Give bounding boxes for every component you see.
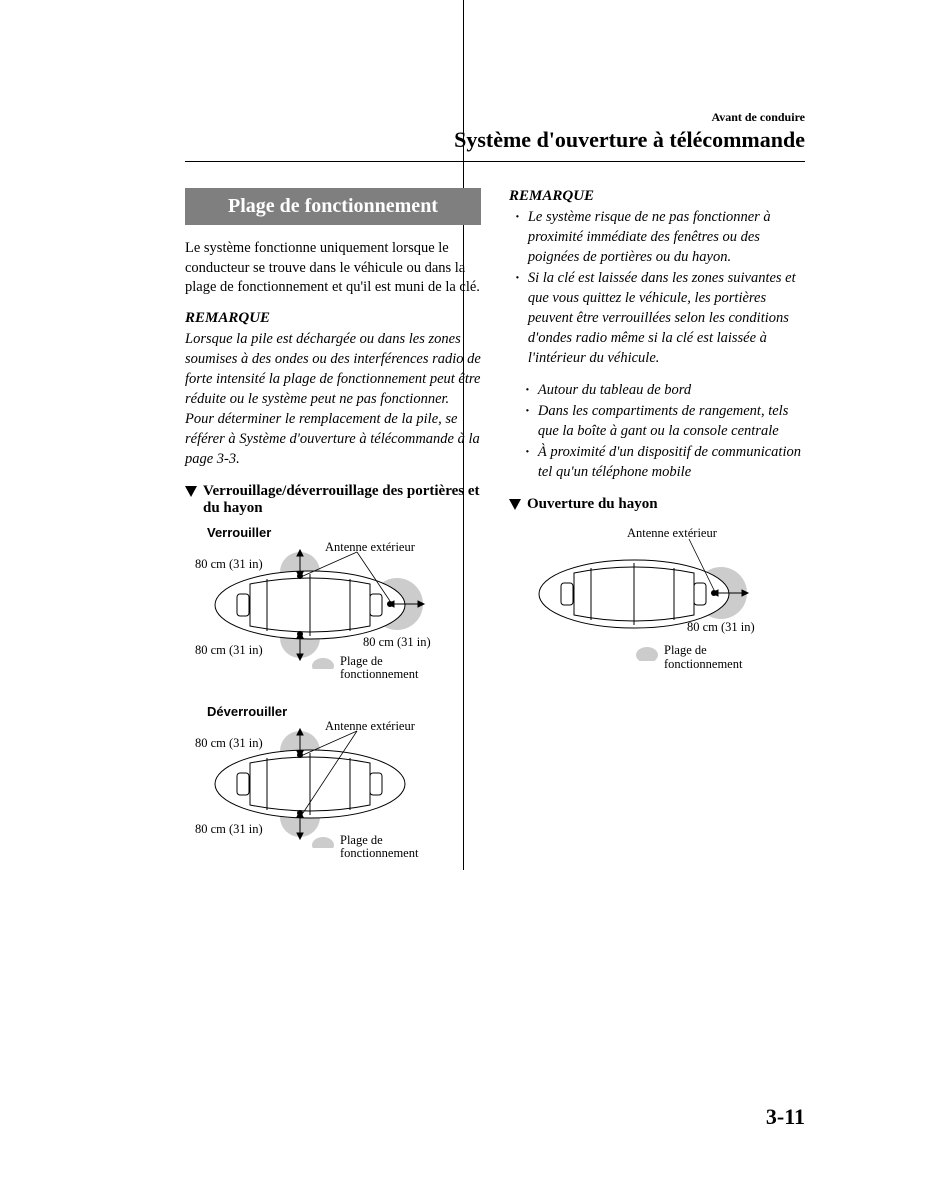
subheading-text: Verrouillage/déverrouillage des portière…	[203, 483, 481, 517]
remarque-text: Lorsque la pile est déchargée ou dans le…	[185, 329, 481, 469]
label-range3: Plage de fonctionnement	[664, 644, 787, 672]
label-dist3: 80 cm (31 in)	[687, 621, 755, 635]
label-range: Plage de fonctionnement	[340, 655, 463, 683]
diagram-lock-svg: 80 cm (31 in) 80 cm (31 in) 80 cm (31 in…	[195, 544, 463, 694]
manual-page: Avant de conduire Système d'ouverture à …	[0, 0, 925, 943]
triangle-icon	[509, 499, 521, 511]
bullet-item: Si la clé est laissée dans les zones sui…	[515, 268, 805, 368]
remarque-label: REMARQUE	[185, 310, 481, 327]
subheading-hayon-text: Ouverture du hayon	[527, 496, 658, 513]
page-number: 3-11	[766, 1104, 805, 1130]
sub-bullet-item: À proximité d'un dispositif de communica…	[525, 442, 805, 482]
label-dist-bl2: 80 cm (31 in)	[195, 823, 263, 837]
content-columns: Plage de fonctionnement Le système fonct…	[185, 188, 805, 883]
intro-paragraph: Le système fonctionne uniquement lorsque…	[185, 239, 481, 298]
label-dist-tl2: 80 cm (31 in)	[195, 737, 263, 751]
label-dist-bl: 80 cm (31 in)	[195, 644, 263, 658]
header-rule	[185, 161, 805, 162]
diagram-unlock-title: Déverrouiller	[207, 704, 481, 719]
diagram-hayon: Antenne extérieur 80 cm (31 in) Plage de…	[509, 521, 805, 681]
page-header: Avant de conduire Système d'ouverture à …	[185, 110, 805, 153]
label-antenna: Antenne extérieur	[325, 541, 415, 555]
triangle-icon	[185, 486, 197, 498]
sub-bullet-item: Autour du tableau de bord	[525, 380, 805, 400]
diagram-lock: Verrouiller	[185, 525, 481, 694]
subheading-lock-unlock: Verrouillage/déverrouillage des portière…	[185, 483, 481, 517]
diagram-unlock-svg: 80 cm (31 in) 80 cm (31 in) Antenne exté…	[195, 723, 463, 873]
remarque-label-right: REMARQUE	[509, 188, 805, 205]
sub-bullet-item: Dans les compartiments de rangement, tel…	[525, 401, 805, 441]
diagram-lock-title: Verrouiller	[207, 525, 481, 540]
header-title: Système d'ouverture à télécommande	[185, 127, 805, 153]
bullet-item: Le système risque de ne pas fonctionner …	[515, 207, 805, 267]
label-dist-r: 80 cm (31 in)	[363, 636, 431, 650]
right-column: REMARQUE Le système risque de ne pas fon…	[495, 188, 805, 883]
diagram-unlock: Déverrouiller	[185, 704, 481, 873]
label-antenna2: Antenne extérieur	[325, 720, 415, 734]
remarque-bullets: Le système risque de ne pas fonctionner …	[515, 207, 805, 368]
header-category: Avant de conduire	[185, 110, 805, 125]
label-dist-tl: 80 cm (31 in)	[195, 558, 263, 572]
section-title-box: Plage de fonctionnement	[185, 188, 481, 225]
label-antenna3: Antenne extérieur	[627, 527, 717, 541]
label-range2: Plage de fonctionnement	[340, 834, 463, 862]
left-column: Plage de fonctionnement Le système fonct…	[185, 188, 495, 883]
subheading-hayon: Ouverture du hayon	[509, 496, 805, 513]
diagram-hayon-svg: Antenne extérieur 80 cm (31 in) Plage de…	[519, 521, 787, 681]
remarque-sub-bullets: Autour du tableau de bord Dans les compa…	[525, 380, 805, 482]
